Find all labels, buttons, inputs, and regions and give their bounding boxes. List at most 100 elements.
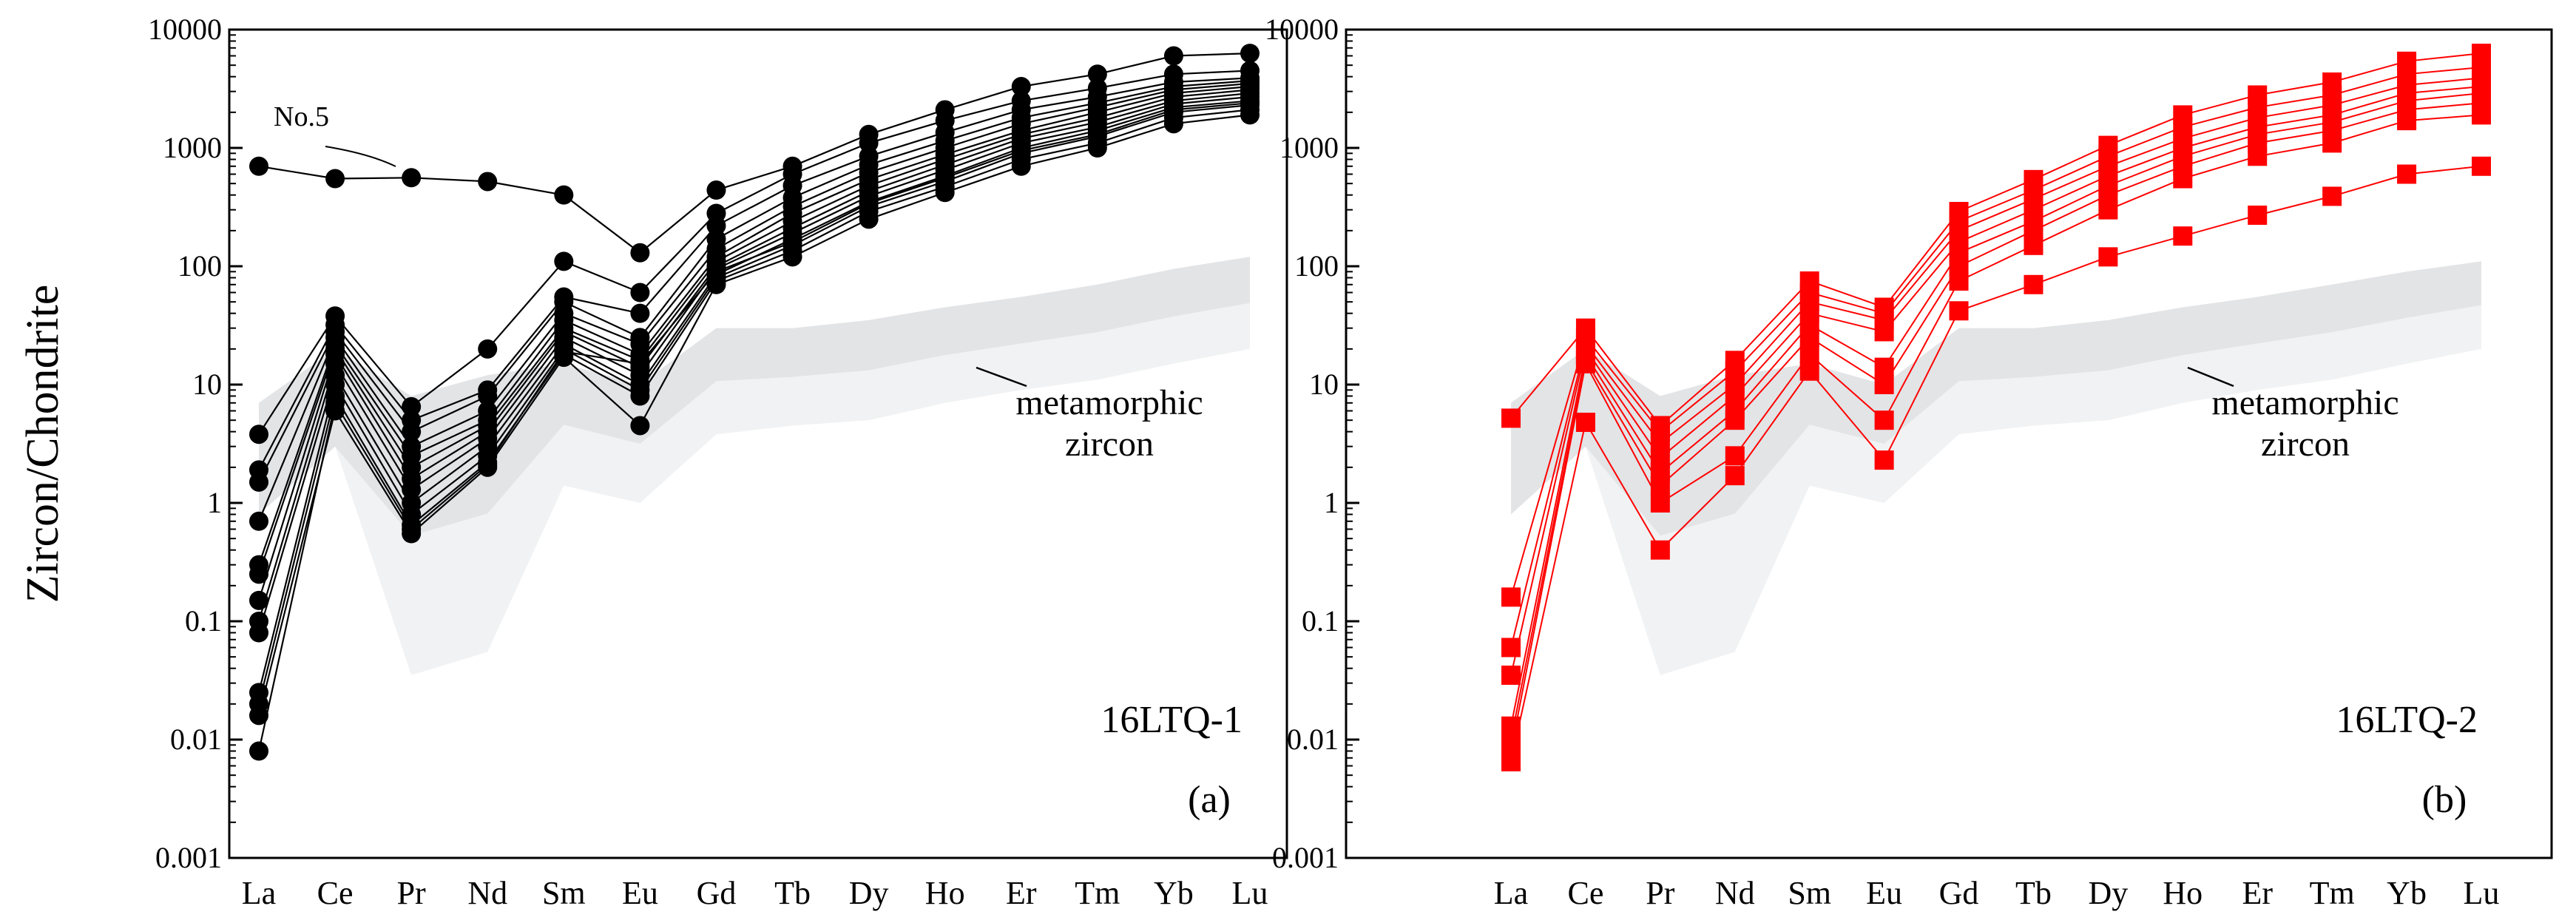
data-point-No.5-Eu [630,243,650,263]
x-tick-label-b: Yb [2387,875,2427,911]
annotation-pointer-a [976,366,1027,388]
annotation-pointer-b [2187,366,2234,388]
metamorphic-field-b [1511,261,2481,675]
data-point-b-7-Ho [2173,169,2193,189]
x-tick-label-a: Eu [622,875,658,911]
series-line-a-12 [257,109,1251,705]
data-point-a-4-Pr [402,422,422,442]
data-point-a-13-Ho [935,183,955,203]
series-line-b-1 [1510,53,2482,427]
data-point-a-2-Pr [402,396,422,416]
series-line-a-5 [257,82,1251,522]
x-tick-label-a: Lu [1232,875,1268,911]
plot-frame-a [228,28,1288,859]
data-point-b-6-Nd [1725,410,1745,430]
y-tick-label-a: 10 [192,368,222,401]
x-tick-label-a: Ce [317,875,354,911]
data-point-a-14-Yb [1163,100,1183,120]
metamorphic-field-core-a [259,257,1250,536]
data-point-No.5-Tm [1087,64,1107,84]
data-point-a-2-La [249,425,268,444]
x-tick-label-a: Nd [467,875,507,911]
x-tick-label-a: Tm [1075,875,1120,911]
chart-panel-b: 0.001 0.01 0.1 1 10 100 1000 10000 La Ce Pr Nd Sm Eu G… [1265,13,2553,911]
annotation-metamorphic-zircon-a: zircon [1065,425,1154,464]
x-tick-label-b: Tm [2310,875,2355,911]
data-point-b-6-Pr [1650,476,1670,496]
x-tick-label-a: Sm [542,875,586,911]
series-line-a-2 [258,70,1251,435]
series-line-a-11 [257,104,1251,693]
data-point-b-6-Sm [1799,328,1819,348]
data-point-b-8-Ce [1575,413,1595,433]
data-point-a-14-Tb [782,232,802,252]
data-point-a-3-Eu [630,303,650,323]
y-tick-label-a: 0.001 [155,841,222,874]
data-point-a-14-Pr [402,519,422,539]
data-point-b-8-Sm [1799,361,1819,381]
series-line-a-4 [258,80,1251,483]
y-tick-label-b: 10 [1309,368,1339,401]
y-tick-label-a: 0.1 [185,604,222,638]
data-point-b-1-La [1501,408,1521,428]
data-point-b-7-Pr [1650,493,1670,513]
data-point-No.5-Pr [402,168,422,188]
data-point-a-2-Nd [478,339,498,359]
series-line-b-5 [1510,92,2482,726]
data-point-a-13-Tb [782,247,802,267]
data-point-a-12-Eu [630,386,650,406]
x-tick-label-b: Ho [2163,875,2203,911]
data-point-a-14-Tm [1087,124,1107,144]
data-point-b-7-Lu [2472,105,2491,125]
data-point-b-6-Eu [1874,375,1894,394]
x-tick-label-b: Ce [1567,875,1603,911]
panel-letter-a: (a) [1188,779,1231,821]
data-point-No.5-La [249,156,268,176]
data-point-b-7-Tb [2024,235,2043,255]
x-tick-label-b: Er [2242,875,2273,911]
y-tick-label-a: 10000 [148,13,222,46]
sample-label-b: 16LTQ-2 [2336,699,2478,741]
data-point-b-7-Dy [2098,200,2118,220]
data-point-b-8-Gd [1949,301,1969,321]
data-point-b-7-Sm [1799,345,1819,365]
panel-letter-b: (b) [2422,779,2467,821]
data-point-b-8-Tm [2322,186,2342,206]
data-point-a-14-Ho [935,168,955,188]
x-tick-label-a: Ho [925,875,965,911]
series-No.5 [249,44,1260,263]
x-tick-label-b: Pr [1646,875,1674,911]
data-point-No.5-Lu [1240,44,1260,64]
data-point-a-14-La [249,741,268,761]
annotation-metamorphic-zircon-a: metamorphic [1015,383,1203,422]
data-point-a-13-Tm [1087,138,1107,158]
data-point-a-14-Er [1011,141,1031,160]
y-tick-label-a: 1000 [163,131,222,164]
data-point-b-2-La [1501,587,1521,607]
data-point-b-8-Ho [2173,226,2193,246]
series-line-b-4 [1510,86,2482,676]
data-point-a-4-Nd [478,386,498,406]
series-line-a-6 [257,85,1251,566]
data-point-b-7-Eu [1874,410,1894,430]
series-line-a-13 [257,114,1251,716]
data-point-a-14-Eu [630,354,650,373]
data-point-a-2-Eu [630,283,650,302]
series-line-b-6 [1510,102,2482,740]
data-point-a-10-La [249,623,268,643]
data-point-b-8-Tb [2024,274,2043,294]
y-tick-label-b: 100 [1294,249,1339,283]
chart-panel-a: 0.001 0.01 0.1 1 10 100 1000 10000 La Ce Pr Nd Sm Eu G… [148,13,1288,911]
x-tick-label-a: La [242,875,276,911]
data-point-No.5-Yb [1163,46,1183,66]
data-point-a-14-Nd [478,455,498,475]
series-line-b-3 [1510,77,2482,648]
x-tick-label-a: Gd [697,875,737,911]
data-point-a-7-La [249,564,268,584]
y-tick-label-b: 1 [1324,486,1339,519]
x-tick-label-b: La [1494,875,1528,911]
metamorphic-field-a [259,257,1250,675]
x-tick-label-a: Dy [849,875,889,911]
data-point-a-13-La [249,706,268,726]
